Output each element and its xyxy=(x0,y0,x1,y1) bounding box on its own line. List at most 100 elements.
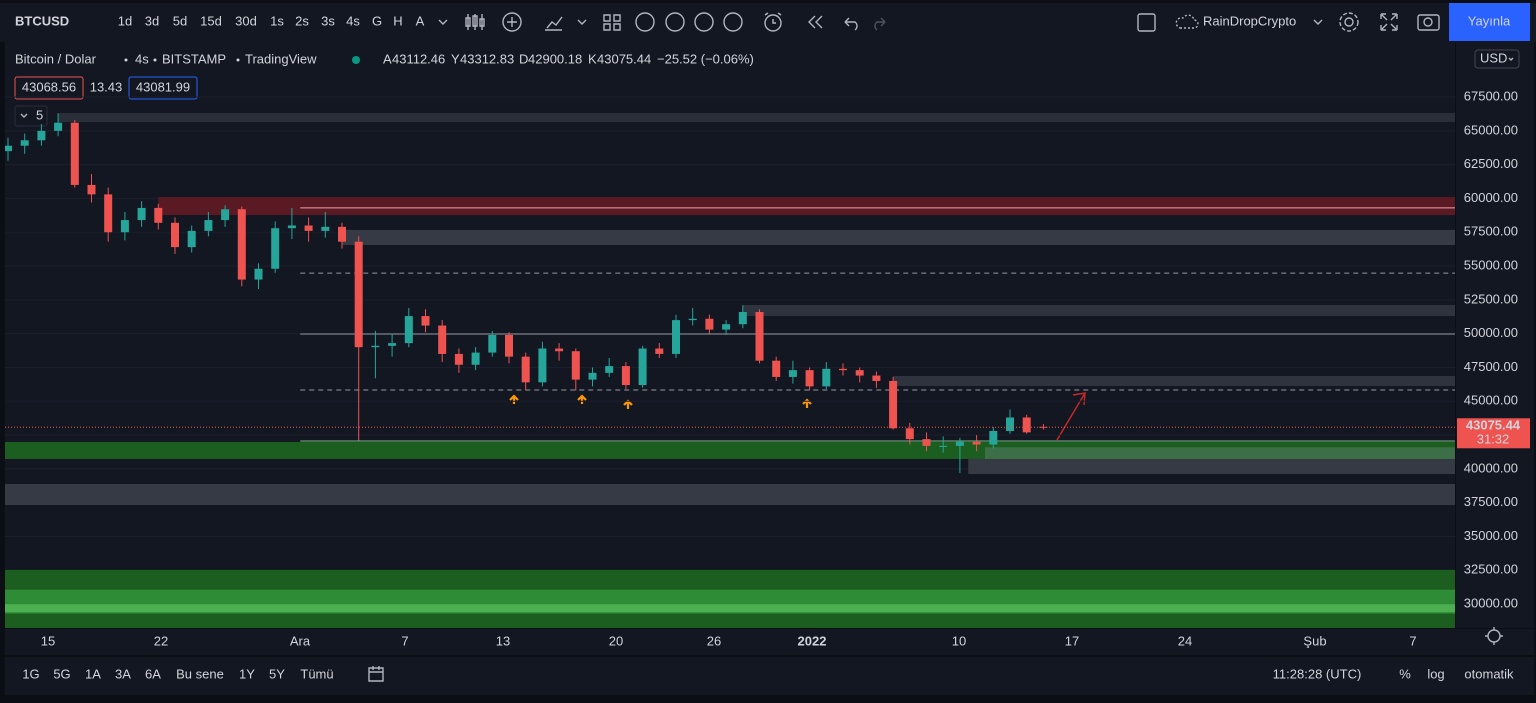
range-button[interactable]: 1G xyxy=(22,666,39,681)
interval-button[interactable]: H xyxy=(393,13,402,28)
interval-button[interactable]: 2s xyxy=(295,13,309,28)
interval-menu[interactable] xyxy=(438,19,448,25)
candle-body xyxy=(20,140,29,146)
chart-layer xyxy=(5,96,1455,628)
interval-button[interactable]: 1s xyxy=(270,13,284,28)
auto-toggle[interactable]: otomatik xyxy=(1464,666,1514,681)
legend-interval: 4s xyxy=(135,51,149,66)
countdown: 31:32 xyxy=(1477,432,1510,447)
candle-body xyxy=(5,145,12,152)
range-button[interactable]: 1Y xyxy=(239,666,255,681)
interval-button[interactable]: G xyxy=(372,13,382,28)
interval-button[interactable]: 15d xyxy=(200,13,222,28)
x-tick-label: 26 xyxy=(707,633,721,648)
candle-body xyxy=(70,122,79,185)
change: −25.52 (−0.06%) xyxy=(657,51,754,66)
candle-body xyxy=(538,348,547,383)
log-toggle[interactable]: log xyxy=(1427,666,1444,681)
interval-button[interactable]: 4s xyxy=(346,13,360,28)
candle-body xyxy=(404,316,413,344)
symbol[interactable]: BTCUSD xyxy=(15,13,69,28)
ohlc-label: K xyxy=(588,51,597,66)
candle-body xyxy=(521,356,530,383)
candle-body xyxy=(972,441,981,445)
x-tick-label: 24 xyxy=(1178,633,1192,648)
ohlc-label: A xyxy=(383,51,392,66)
account-name[interactable]: RainDropCrypto xyxy=(1203,13,1296,28)
chevron xyxy=(20,113,28,118)
candle-body xyxy=(104,194,113,233)
bottom-toolbar xyxy=(5,657,1534,695)
interval-button[interactable]: 1d xyxy=(118,13,132,28)
candle-body xyxy=(204,220,213,231)
ohlc-label: Y xyxy=(451,51,460,66)
candle-body xyxy=(855,370,864,376)
top-toolbar xyxy=(0,3,1536,42)
interval-button[interactable]: 3s xyxy=(321,13,335,28)
range-button[interactable]: 5G xyxy=(53,666,70,681)
clock: 11:28:28 (UTC) xyxy=(1273,666,1362,681)
y-tick-label: 32500.00 xyxy=(1464,562,1518,577)
x-tick-label: 10 xyxy=(952,633,966,648)
percent-toggle[interactable]: % xyxy=(1399,666,1411,681)
interval-button[interactable]: 30d xyxy=(235,13,257,28)
x-tick-label: 2022 xyxy=(798,633,827,648)
candle-body xyxy=(571,351,580,380)
currency-chevron xyxy=(1508,57,1514,61)
publish-button[interactable]: Yayınla xyxy=(1468,13,1511,28)
candle-body xyxy=(939,445,948,447)
price-zone xyxy=(58,112,1455,123)
candle-body xyxy=(137,207,146,221)
candle-body xyxy=(371,345,380,348)
interval-button[interactable]: 5d xyxy=(173,13,187,28)
candle-body xyxy=(154,207,163,223)
x-tick-label: 7 xyxy=(1409,633,1416,648)
candle-body xyxy=(287,225,296,229)
indicators-toggle[interactable] xyxy=(14,105,48,127)
separator-dot xyxy=(124,58,128,62)
range-button[interactable]: Bu sene xyxy=(176,666,224,681)
indicator-count: 5 xyxy=(36,107,43,122)
x-tick-label: 17 xyxy=(1065,633,1079,648)
x-tick-label: 20 xyxy=(609,633,623,648)
candle-body xyxy=(822,368,831,387)
y-tick-label: 52500.00 xyxy=(1464,291,1518,306)
market-status xyxy=(352,56,360,64)
interval-button[interactable]: 3d xyxy=(145,13,159,28)
candle-body xyxy=(321,226,330,231)
candle-body xyxy=(738,312,747,325)
range-button[interactable]: 6A xyxy=(145,666,161,681)
ask-box[interactable] xyxy=(128,76,198,100)
range-button[interactable]: Tümü xyxy=(300,666,333,681)
last-price-tag xyxy=(1457,418,1530,449)
price-zone xyxy=(5,484,1455,505)
candle-body xyxy=(254,268,263,280)
legend-source: TradingView xyxy=(245,51,317,66)
x-tick-label: Şub xyxy=(1303,633,1326,648)
candle-body xyxy=(839,368,847,371)
y-tick-label: 47500.00 xyxy=(1464,359,1518,374)
interval-button[interactable]: A xyxy=(416,13,425,28)
candle-body xyxy=(905,428,914,440)
range-button[interactable]: 1A xyxy=(85,666,101,681)
currency-button[interactable] xyxy=(1474,49,1520,69)
ask: 43081.99 xyxy=(136,79,190,94)
candle-body xyxy=(271,228,280,269)
candle-body xyxy=(605,366,614,373)
price-zone xyxy=(5,604,1455,613)
candle-body xyxy=(755,312,764,361)
separator-dot xyxy=(153,58,157,62)
y-tick-label: 50000.00 xyxy=(1464,325,1518,340)
spread: 13.43 xyxy=(90,79,123,94)
y-tick-label: 40000.00 xyxy=(1464,460,1518,475)
candle-body xyxy=(505,335,513,357)
candle-body xyxy=(120,220,129,233)
range-button[interactable]: 3A xyxy=(115,666,131,681)
range-button[interactable]: 5Y xyxy=(269,666,285,681)
bid-box[interactable] xyxy=(14,76,84,100)
time-axis xyxy=(5,629,1534,655)
candle-body xyxy=(588,372,597,380)
candle-body xyxy=(54,122,63,131)
candle-body xyxy=(638,348,647,386)
